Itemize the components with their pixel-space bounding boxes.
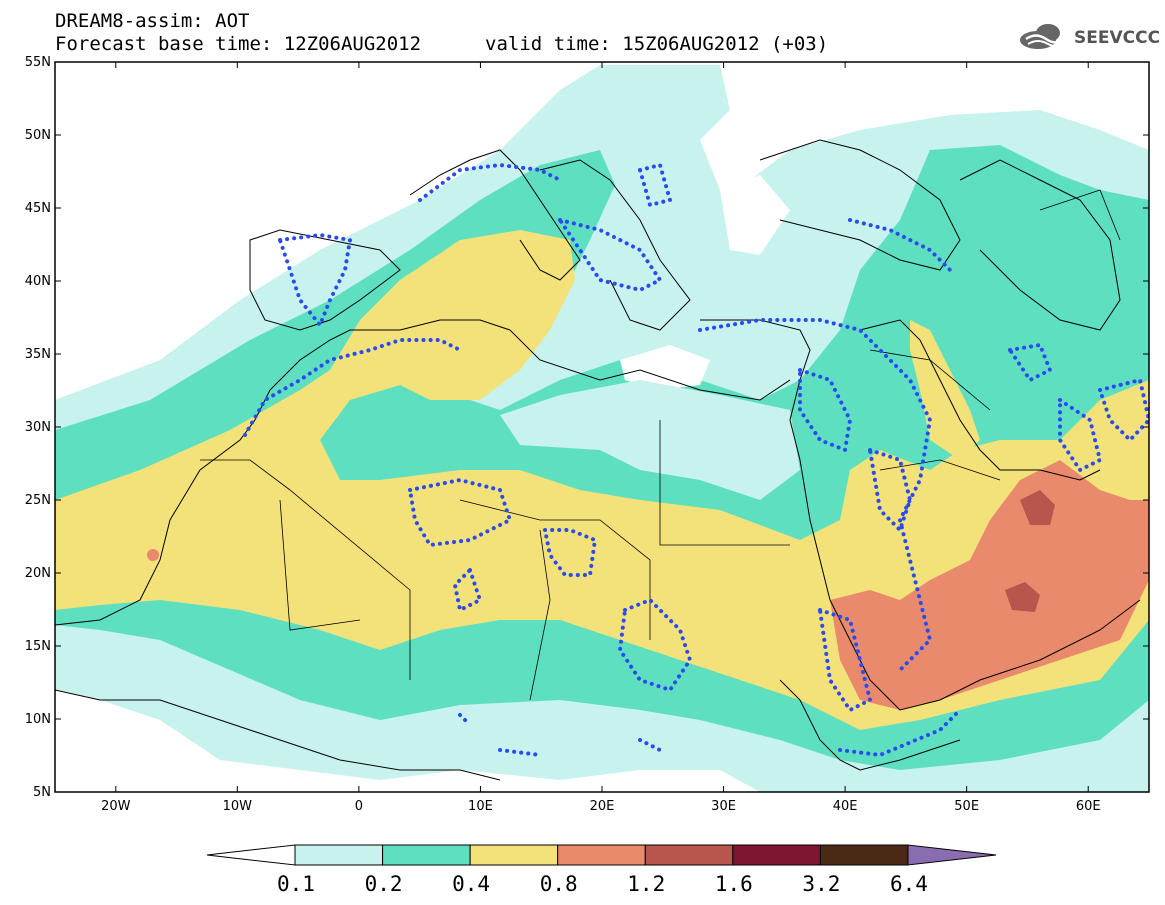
colorbar-label: 3.2 xyxy=(802,872,841,896)
lat-label: 10N xyxy=(25,712,51,727)
colorbar-label: 1.2 xyxy=(627,872,666,896)
colorbar-label: 1.6 xyxy=(714,872,753,896)
colorbar-label: 6.4 xyxy=(890,872,928,896)
colorbar-label: 0.2 xyxy=(364,872,403,896)
valid-time: valid time: 15Z06AUG2012 (+03) xyxy=(485,33,829,55)
colorbar-label: 0.1 xyxy=(277,872,315,896)
aot-clear-patch xyxy=(720,175,790,255)
colorbar xyxy=(206,844,997,866)
longitude-labels: 20W 10W 0 10E 20E 30E 40E 50E 60E xyxy=(101,799,1101,814)
lon-label: 50E xyxy=(954,799,979,814)
aot-lowcyan-patch xyxy=(500,380,800,500)
colorbar-high-arrow xyxy=(907,844,997,866)
colorbar-label: 0.8 xyxy=(539,872,578,896)
lon-label: 20W xyxy=(101,799,131,814)
lat-label: 40N xyxy=(25,274,51,289)
colorbar-label: 0.4 xyxy=(452,872,491,896)
aot-clear-patch-2 xyxy=(620,345,710,390)
lat-label: 45N xyxy=(25,201,51,216)
colorbar-box xyxy=(819,844,909,866)
lat-label: 50N xyxy=(25,128,51,143)
colorbar-box xyxy=(644,844,734,866)
colorbar-box xyxy=(469,844,559,866)
tick-marks xyxy=(55,61,1149,793)
logo-text: SEEVCCC xyxy=(1074,28,1161,48)
lon-label: 60E xyxy=(1076,799,1101,814)
lon-label: 20E xyxy=(590,799,615,814)
seevccc-logo: SEEVCCC xyxy=(1018,22,1161,56)
latitude-labels: 55N 50N 45N 40N 35N 30N 25N 20N 15N 10N 5N xyxy=(25,55,51,800)
colorbar-box xyxy=(294,844,384,866)
aot-level-1.2-b xyxy=(1005,582,1040,612)
aot-level-0.8 xyxy=(830,460,1149,710)
cloud-icon xyxy=(1020,24,1067,49)
lon-label: 10W xyxy=(223,799,253,814)
colorbar-box xyxy=(382,844,471,866)
lat-label: 20N xyxy=(25,566,51,581)
aot-spot xyxy=(147,549,159,561)
aot-fields xyxy=(55,62,1149,792)
lat-label: 35N xyxy=(25,347,51,362)
lon-label: 0 xyxy=(355,799,363,814)
colorbar-box xyxy=(732,844,821,866)
lat-label: 15N xyxy=(25,639,51,654)
lat-label: 30N xyxy=(25,420,51,435)
lon-label: 30E xyxy=(711,799,736,814)
lat-label: 25N xyxy=(25,493,51,508)
colorbar-box xyxy=(557,844,646,866)
forecast-base-time: Forecast base time: 12Z06AUG2012 xyxy=(55,33,422,55)
lon-label: 10E xyxy=(468,799,493,814)
borders xyxy=(200,189,1121,701)
coastlines xyxy=(55,139,1141,781)
aot-level-1.2 xyxy=(1020,490,1055,525)
plot-title: DREAM8-assim: AOT xyxy=(55,10,250,32)
lon-label: 40E xyxy=(833,799,858,814)
colorbar-low-arrow xyxy=(206,844,296,866)
dotted-contours xyxy=(243,162,1149,758)
lat-label: 55N xyxy=(25,55,51,70)
lat-label: 5N xyxy=(33,785,51,800)
